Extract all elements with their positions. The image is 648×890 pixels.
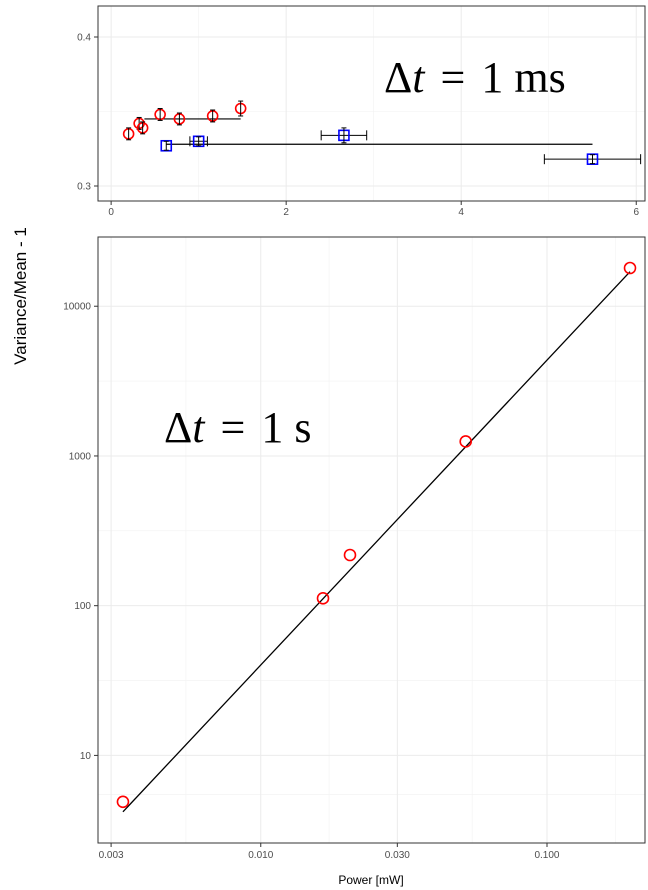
x-tick-label: 0.100: [534, 850, 559, 861]
top-panel-background: [98, 6, 645, 201]
bottom-panel-frame: [97, 236, 646, 844]
y-tick-label: 1000: [69, 451, 92, 462]
top-panel-1ms: 0 2 4 6 0.3 0.4 Δt = 1 ms: [77, 5, 646, 219]
y-tick-label: 0.3: [77, 182, 91, 193]
x-tick-label: 6: [633, 207, 639, 218]
bottom-panel-background: [98, 237, 645, 843]
data-point-circle: [623, 261, 637, 275]
data-point-circle: [316, 592, 330, 605]
fit-line: [122, 271, 631, 813]
bottom-panel-grid: [98, 237, 645, 843]
y-tick-label: 10000: [63, 302, 91, 313]
data-point-circle: [459, 435, 473, 448]
top-panel-frame: [97, 5, 646, 202]
data-point-square: [586, 153, 599, 165]
annotation-delta: Δ: [384, 53, 412, 102]
bottom-panel-marks: [116, 261, 637, 813]
top-panel-ticks: 0 2 4 6 0.3 0.4: [77, 33, 639, 219]
data-point-circle: [116, 795, 130, 809]
top-annotation-1ms: Δt = 1 ms: [384, 53, 566, 102]
annotation-equals: =: [221, 403, 246, 452]
top-panel-grid: [98, 6, 645, 201]
annotation-value: 1 s: [261, 403, 311, 452]
data-point-square: [160, 139, 173, 152]
y-tick-label: 10: [80, 751, 92, 762]
x-tick-label: 4: [458, 207, 464, 218]
data-point-circle: [343, 548, 357, 562]
y-axis-title: Variance/Mean - 1: [11, 227, 30, 365]
bottom-panel-1s: 0.003 0.010 0.030 0.100 10 100 1000 10000 Δt = 1 …: [63, 236, 646, 887]
x-tick-label: 2: [283, 207, 289, 218]
x-tick-label: 0.010: [248, 850, 273, 861]
annotation-equals: =: [441, 53, 466, 102]
y-tick-label: 100: [74, 601, 91, 612]
y-tick-label: 0.4: [77, 33, 91, 44]
data-point-square: [192, 135, 205, 148]
annotation-value: 1 ms: [481, 53, 565, 102]
bottom-panel-ticks: 0.003 0.010 0.030 0.100 10 100 1000 10000: [63, 302, 560, 861]
x-tick-label: 0: [108, 207, 114, 218]
x-tick-label: 0.003: [99, 850, 124, 861]
x-axis-title: Power [mW]: [338, 873, 403, 887]
annotation-var: t: [412, 53, 426, 102]
x-tick-label: 0.030: [385, 850, 410, 861]
top-panel-marks: [122, 100, 642, 165]
bottom-annotation-1s: Δt = 1 s: [164, 403, 311, 452]
annotation-var: t: [192, 403, 206, 452]
annotation-delta: Δ: [164, 403, 192, 452]
